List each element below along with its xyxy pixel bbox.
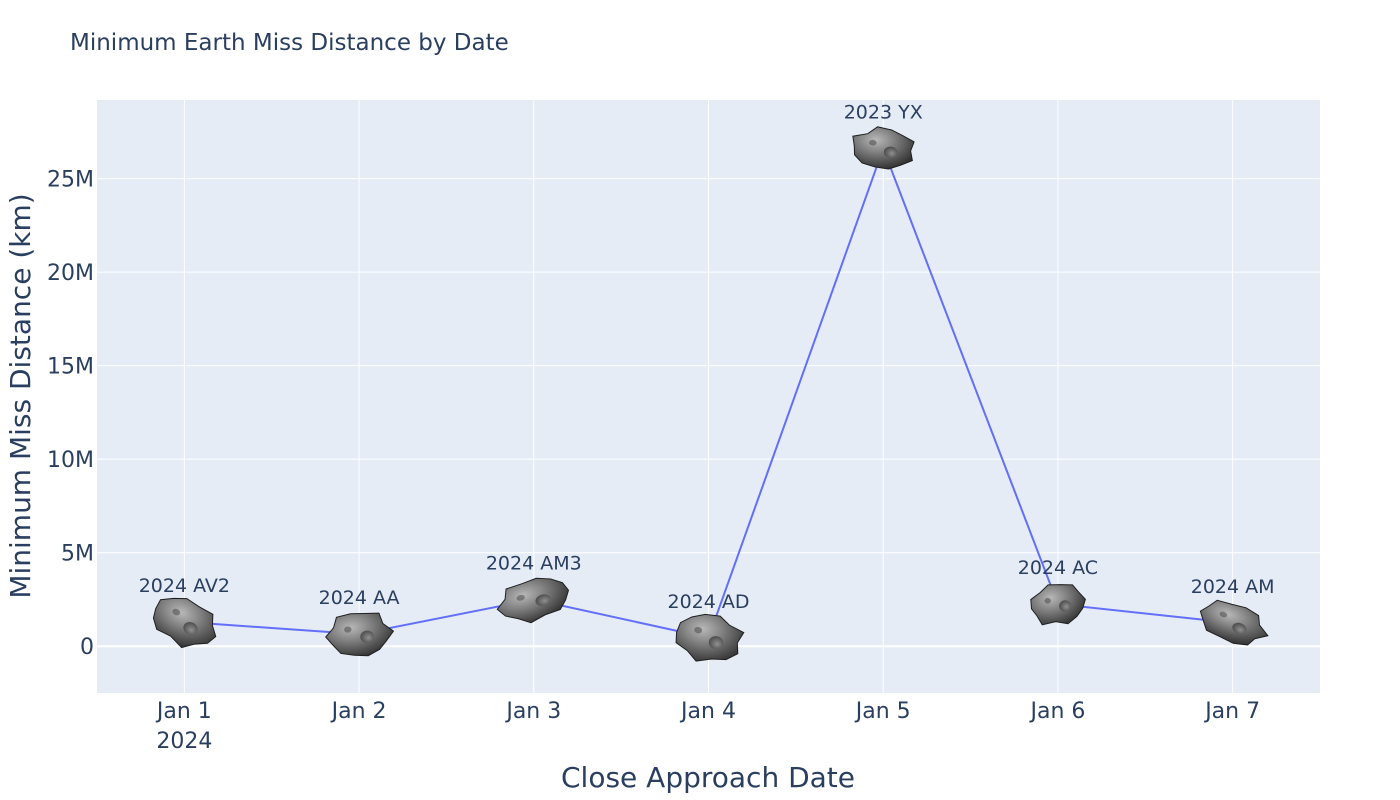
x-axis-ticks: Jan 1 Jan 2 Jan 3 Jan 4 Jan 5 Jan 6 Jan 7 [155, 699, 1260, 724]
y-tick-label: 15M [47, 355, 94, 380]
y-tick-label: 20M [47, 261, 94, 286]
x-tick-label: Jan 4 [679, 699, 736, 724]
asteroid-icon [152, 597, 217, 649]
x-axis-title: Close Approach Date [561, 761, 855, 794]
y-tick-label: 25M [47, 168, 94, 193]
x-tick-label: Jan 6 [1028, 699, 1085, 724]
point-label: 2024 AA [319, 587, 400, 609]
x-tick-label: Jan 3 [504, 699, 561, 724]
point-label: 2024 AC [1018, 557, 1098, 579]
y-tick-label: 0 [80, 635, 94, 660]
y-tick-label: 10M [47, 448, 94, 473]
asteroid-markers [152, 126, 1269, 662]
point-label: 2023 YX [844, 102, 923, 124]
point-label: 2024 AM [1191, 576, 1275, 598]
x-tick-label: Jan 2 [330, 699, 387, 724]
chart-title: Minimum Earth Miss Distance by Date [70, 30, 509, 56]
x-axis-year-label: 2024 [156, 729, 212, 754]
point-labels: 2024 AV2 2024 AA 2024 AM3 2024 AD 2023 YX 202… [139, 102, 1275, 613]
point-label: 2024 AV2 [139, 575, 230, 597]
y-axis-ticks: 0 5M 10M 15M 20M 25M [47, 168, 94, 661]
asteroid-icon [325, 612, 395, 657]
asteroid-icon [675, 613, 745, 662]
asteroid-icon [852, 126, 915, 170]
x-tick-label: Jan 7 [1203, 699, 1260, 724]
y-tick-label: 5M [61, 542, 94, 567]
gridlines [97, 100, 1320, 693]
y-axis-title: Minimum Miss Distance (km) [4, 193, 37, 598]
asteroid-icon [1030, 584, 1086, 626]
point-label: 2024 AD [667, 591, 749, 613]
asteroid-icon [496, 577, 570, 624]
point-label: 2024 AM3 [486, 552, 582, 574]
x-tick-label: Jan 5 [854, 699, 911, 724]
x-tick-label: Jan 1 [155, 699, 212, 724]
asteroid-icon [1199, 599, 1269, 646]
